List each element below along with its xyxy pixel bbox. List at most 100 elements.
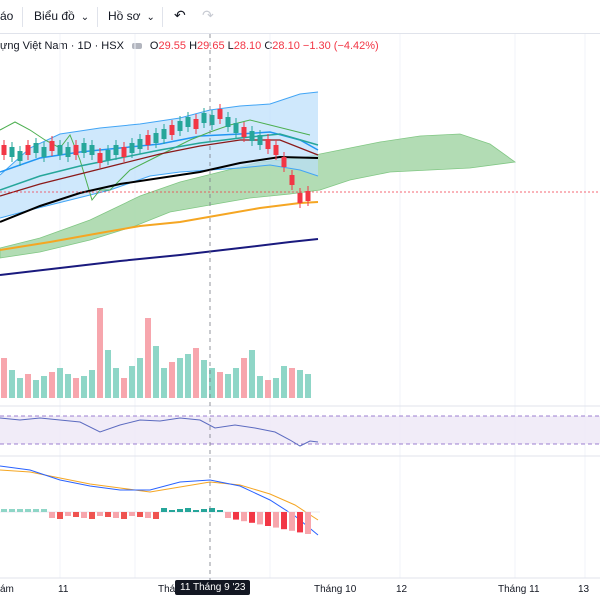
volume-bar [97, 308, 103, 398]
volume-bar [273, 378, 279, 398]
macd-bar [65, 512, 71, 516]
profile-dropdown[interactable]: Hồ sơ ⌄ [108, 9, 155, 23]
grid-lines [59, 34, 586, 578]
volume-bar [265, 380, 271, 398]
x-axis-label: 13 [578, 584, 590, 595]
macd-bar [33, 509, 39, 512]
candle-body [249, 131, 255, 141]
candle-body [145, 135, 151, 145]
macd-bar [137, 512, 143, 517]
candle-body [129, 143, 135, 153]
volume-bar [281, 366, 287, 398]
candle-body [73, 145, 79, 155]
lagging-span [0, 119, 311, 202]
candle-body [153, 133, 159, 143]
ma-orange [0, 201, 319, 251]
macd-bar [17, 509, 23, 512]
macd-bar [113, 512, 119, 518]
candle-body [289, 175, 295, 185]
volume-bar [49, 372, 55, 398]
macd-bar [105, 512, 111, 517]
x-axis-label: 12 [396, 584, 408, 595]
volume-bar [209, 368, 215, 398]
volume-bar [41, 376, 47, 398]
macd-bar [89, 512, 95, 519]
volume-bar [193, 348, 199, 398]
bollinger-upper [0, 91, 319, 176]
candle-body [225, 117, 231, 127]
macd-bar [297, 512, 303, 533]
volume-bar [137, 358, 143, 398]
bollinger-band [0, 92, 318, 218]
redo-icon[interactable]: ↷ [202, 7, 214, 23]
volume-bar [65, 374, 71, 398]
volume-bar [257, 376, 263, 398]
volume-bar [1, 358, 7, 398]
ma-teal [0, 133, 319, 191]
candle-body [81, 143, 87, 153]
volume-bar [105, 350, 111, 398]
crosshair-date-label: 11 Tháng 9 '23 [175, 580, 251, 595]
candle-body [57, 145, 63, 155]
bollinger-lower [0, 164, 319, 219]
volume-bar [201, 360, 207, 398]
candle-body [241, 127, 247, 137]
volume-bar [121, 378, 127, 398]
macd-bar [281, 512, 287, 530]
macd-bar [209, 508, 215, 512]
volume-bar [177, 358, 183, 398]
rsi-band [0, 416, 600, 444]
volume-bar [145, 318, 151, 398]
macd-bar [1, 509, 7, 512]
eye-icon[interactable] [131, 43, 142, 50]
macd-bar [201, 509, 207, 512]
candle-body [281, 157, 287, 167]
candle-body [65, 147, 71, 157]
macd-bar [81, 512, 87, 518]
volume-bars [1, 308, 311, 398]
change-value: −1.30 (−4.42%) [302, 40, 379, 52]
macd-bar [129, 512, 135, 516]
candle-body [121, 147, 127, 157]
candle-body [89, 145, 95, 155]
x-axis-label: Thán [158, 584, 181, 595]
volume-bar [241, 358, 247, 398]
toolbar-divider [162, 7, 163, 27]
volume-bar [89, 370, 95, 398]
candle-body [25, 145, 31, 155]
candle-body [305, 191, 311, 201]
toolbar-item-partial[interactable]: áo [0, 9, 14, 23]
candle-body [41, 147, 47, 157]
open-label: O [149, 40, 159, 52]
volume-bar [217, 372, 223, 398]
undo-icon[interactable]: ↶ [174, 7, 186, 23]
macd-bar [49, 512, 55, 518]
macd-bar [25, 509, 31, 512]
candle-body [201, 113, 207, 123]
candle-body [1, 145, 7, 155]
macd-bar [233, 512, 239, 520]
chart-type-label: Biểu đồ [34, 9, 75, 23]
macd-bar [289, 512, 295, 531]
macd-bar [249, 512, 255, 523]
volume-bar [225, 374, 231, 398]
candle-body [161, 129, 167, 139]
macd-bar [73, 512, 79, 517]
volume-bar [305, 374, 311, 398]
macd-bar [265, 512, 271, 526]
macd-bar [9, 509, 15, 512]
volume-bar [289, 368, 295, 398]
volume-bar [113, 368, 119, 398]
macd-bar [257, 512, 263, 525]
bollinger-basis [0, 131, 319, 173]
candle-body [17, 151, 23, 161]
candle-body [273, 145, 279, 155]
chart-type-dropdown[interactable]: Biểu đồ ⌄ [34, 9, 89, 23]
macd-bar [241, 512, 247, 522]
candle-body [105, 150, 111, 160]
chevron-down-icon: ⌄ [146, 12, 155, 23]
top-toolbar: áo Biểu đồ ⌄ Hồ sơ ⌄ ↶ ↷ [0, 0, 600, 34]
toolbar-divider [22, 7, 23, 27]
candle-body [209, 115, 215, 125]
